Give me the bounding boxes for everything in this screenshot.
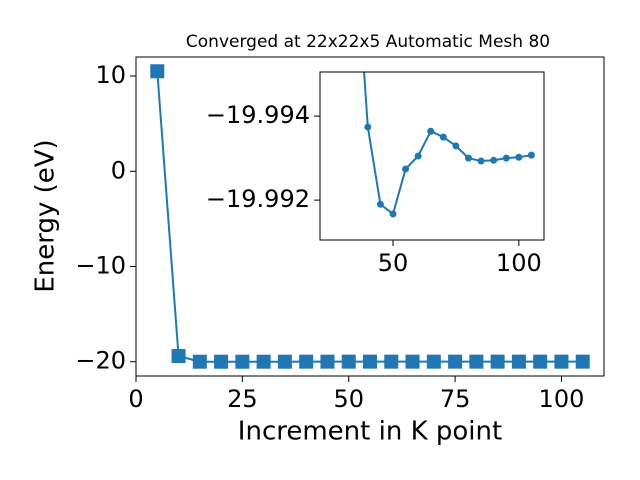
x-tick-label: 100 — [496, 249, 542, 277]
y-tick-label: −19.994 — [206, 101, 310, 129]
data-point — [426, 354, 441, 369]
data-point — [490, 156, 498, 164]
data-point — [277, 354, 292, 369]
data-point — [405, 354, 420, 369]
y-tick-label: 0 — [111, 156, 126, 184]
data-point — [214, 354, 229, 369]
x-tick-label: 25 — [227, 385, 258, 413]
data-point — [320, 354, 335, 369]
data-point — [402, 165, 410, 173]
axes-frame — [135, 56, 605, 377]
data-point — [515, 153, 523, 161]
data-point — [299, 354, 314, 369]
inset-background — [320, 72, 544, 240]
x-tick-label: 50 — [333, 385, 364, 413]
y-tick-label: −10 — [75, 251, 126, 279]
data-point — [477, 157, 485, 165]
x-tick-label: 100 — [539, 385, 585, 413]
chart-title: Converged at 22x22x5 Automatic Mesh 80 — [186, 32, 550, 52]
axes-frame — [319, 71, 545, 241]
x-tick-label: 50 — [378, 249, 409, 277]
data-point — [502, 154, 510, 162]
data-point — [150, 64, 165, 79]
data-point — [427, 127, 435, 135]
y-tick-label: −19.992 — [206, 185, 310, 213]
data-point — [414, 152, 422, 160]
data-point — [171, 349, 186, 364]
data-point — [575, 354, 590, 369]
x-tick-label: 0 — [128, 385, 143, 413]
y-axis-label: Energy (eV) — [31, 139, 61, 292]
data-point — [384, 354, 399, 369]
data-point — [533, 354, 548, 369]
y-tick-label: −20 — [75, 347, 126, 375]
data-point — [235, 354, 250, 369]
data-point — [511, 354, 526, 369]
data-point — [439, 133, 447, 141]
data-point — [448, 354, 463, 369]
data-point — [256, 354, 271, 369]
data-point — [554, 354, 569, 369]
x-tick-label: 75 — [440, 385, 471, 413]
data-point — [341, 354, 356, 369]
data-point — [363, 354, 377, 369]
data-point — [376, 200, 384, 208]
data-point — [490, 354, 505, 369]
data-point — [364, 123, 372, 131]
data-point — [389, 210, 397, 218]
x-axis-label: Increment in K point — [238, 417, 502, 447]
plot-area — [150, 64, 590, 369]
data-point — [452, 142, 460, 150]
plot-area — [363, 72, 535, 218]
y-tick-label: 10 — [95, 61, 126, 89]
data-point — [464, 154, 472, 162]
data-point — [469, 354, 484, 369]
data-point — [192, 354, 207, 369]
data-point — [527, 151, 535, 159]
